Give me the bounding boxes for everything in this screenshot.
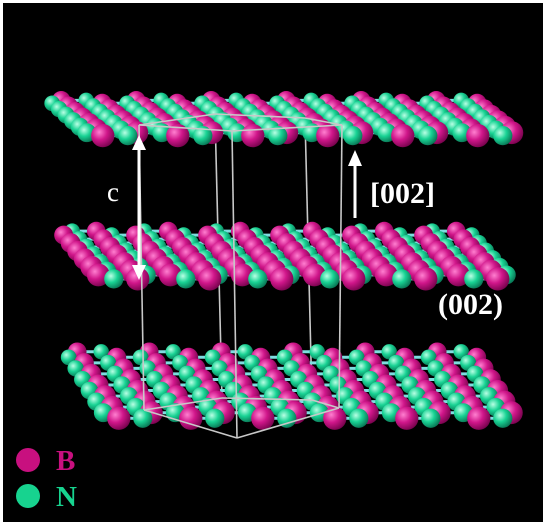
cell-edge — [304, 117, 343, 126]
layer-2 — [54, 221, 516, 291]
boron-atom — [391, 124, 415, 148]
legend-boron-label: B — [56, 445, 75, 477]
direction-002-arrow — [348, 150, 362, 218]
nitrogen-atom — [277, 408, 297, 428]
direction-002-label: [002] — [370, 177, 435, 210]
cell-edge — [221, 397, 313, 401]
boron-atom — [179, 406, 203, 430]
nitrogen-atom — [193, 126, 213, 146]
cell-edge — [143, 409, 238, 439]
nitrogen-atom — [418, 126, 438, 146]
boron-atom — [166, 124, 190, 148]
plane-002-label: (002) — [438, 288, 503, 321]
boron-atom — [251, 406, 275, 430]
lattice-c-arrow — [132, 135, 146, 280]
cell-edge — [214, 113, 306, 119]
atoms — [54, 221, 516, 291]
cell-edge — [143, 397, 223, 411]
boron-atom — [158, 263, 182, 287]
nitrogen-atom — [320, 269, 340, 289]
nitrogen-atom — [343, 126, 363, 146]
boron-atom — [230, 263, 254, 287]
cell-edge — [138, 124, 233, 132]
legend-nitrogen-swatch — [16, 484, 40, 508]
legend: B N — [16, 445, 77, 513]
cell-edge — [231, 130, 238, 439]
boron-atom — [302, 263, 326, 287]
nitrogen-atom — [349, 408, 369, 428]
nitrogen-atom — [392, 269, 412, 289]
boron-atom — [86, 263, 110, 287]
cell-edge — [236, 407, 340, 439]
nitrogen-atom — [248, 269, 268, 289]
atoms — [60, 342, 523, 430]
cell-edge — [311, 399, 340, 409]
boron-atom — [126, 267, 150, 291]
boron-atom — [342, 267, 366, 291]
nitrogen-atom — [493, 126, 513, 146]
boron-atom — [198, 267, 222, 291]
cell-edge — [231, 124, 343, 132]
legend-boron-swatch — [16, 448, 40, 472]
boron-atom — [467, 406, 491, 430]
nitrogen-atom — [205, 408, 225, 428]
boron-atom — [414, 267, 438, 291]
layer-3 — [60, 342, 523, 430]
boron-atom — [395, 406, 419, 430]
boron-atom — [446, 263, 470, 287]
boron-atom — [107, 406, 131, 430]
boron-atom — [270, 267, 294, 291]
nitrogen-atom — [176, 269, 196, 289]
boron-atom — [466, 124, 490, 148]
boron-atom — [241, 124, 265, 148]
nitrogen-atom — [464, 269, 484, 289]
lattice-c-label: c — [107, 177, 119, 207]
nitrogen-atom — [421, 408, 441, 428]
boron-atom — [323, 406, 347, 430]
legend-nitrogen-label: N — [56, 481, 77, 513]
nitrogen-atom — [104, 269, 124, 289]
boron-atom — [91, 124, 115, 148]
nitrogen-atom — [118, 126, 138, 146]
cell-edge — [138, 113, 216, 126]
boron-atom — [374, 263, 398, 287]
boron-atom — [486, 267, 510, 291]
nitrogen-atom — [268, 126, 288, 146]
nitrogen-atom — [493, 408, 513, 428]
nitrogen-atom — [133, 408, 153, 428]
cell-edge — [338, 124, 343, 409]
boron-atom — [316, 124, 340, 148]
